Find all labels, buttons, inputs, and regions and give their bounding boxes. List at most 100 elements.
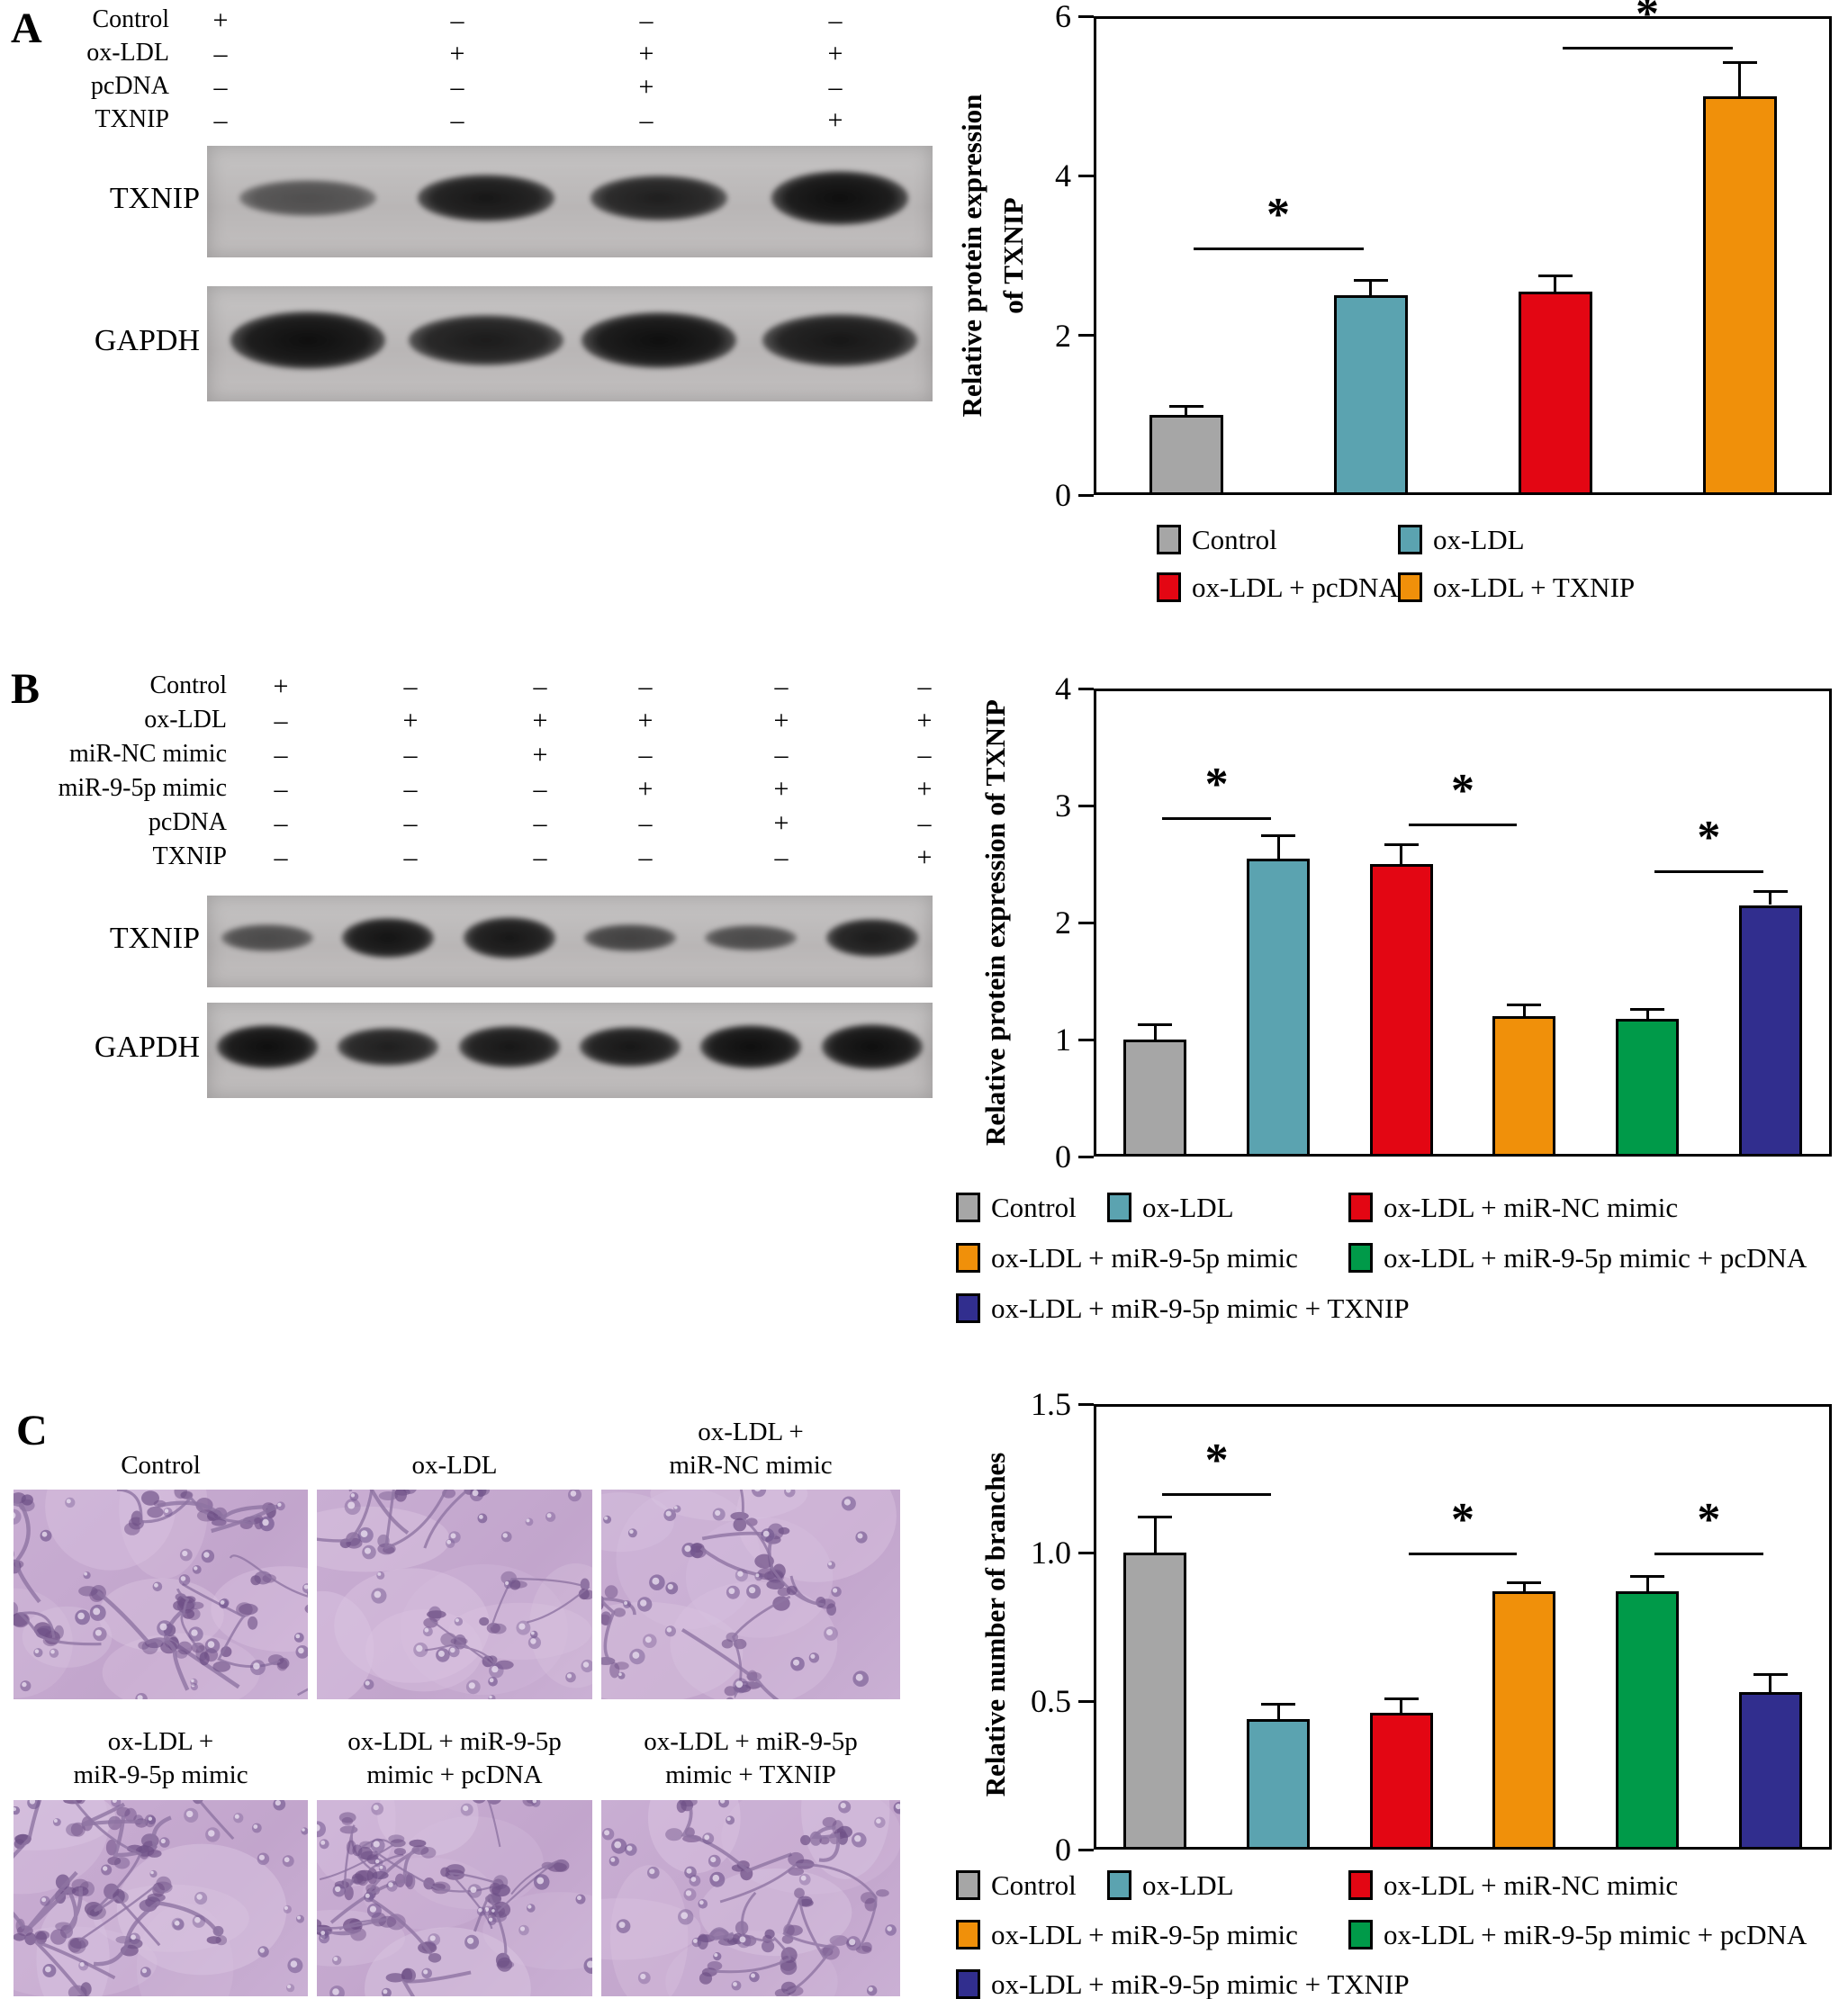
panel-b-matrix-sign: + (402, 706, 419, 735)
panel-a-matrix-sign: + (638, 39, 654, 68)
panel-c-error-bar-cap (1138, 1516, 1173, 1519)
legend-label: ox-LDL + TXNIP (1433, 572, 1636, 603)
panel-a-error-bar-cap (1537, 275, 1573, 278)
panel-b-significance-asterisk: * (1451, 764, 1474, 816)
panel-b-matrix-sign: – (638, 842, 653, 872)
panel-a-y-axis-label: Relative protein expression (956, 94, 987, 418)
panel-b-error-bar-cap (1507, 1004, 1542, 1006)
micrograph-label-0: Control (14, 1411, 308, 1483)
legend-swatch-icon (1398, 572, 1422, 602)
panel-b-significance-line (1408, 823, 1518, 826)
micrograph-cells (14, 1490, 308, 1699)
panel-a-matrix-sign: + (449, 39, 465, 68)
panel-b-matrix-sign: + (637, 774, 654, 804)
panel-a-blot-band (762, 314, 917, 366)
panel-c-significance-line (1408, 1553, 1518, 1555)
panel-a-legend-item: ox-LDL + pcDNA (1157, 572, 1399, 602)
panel-b-matrix-sign: + (273, 671, 289, 701)
panel-c-error-bar-cap (1507, 1581, 1542, 1584)
micrograph-cells (317, 1490, 592, 1699)
micrograph-label-line: ox-LDL + (698, 1417, 804, 1446)
micrograph-label-line: ox-LDL + miR-9-5p (347, 1726, 562, 1756)
micrograph-2 (601, 1490, 900, 1699)
panel-a-legend-item: ox-LDL + TXNIP (1398, 572, 1635, 602)
panel-c-y-tick (1078, 1848, 1094, 1851)
panel-c-legend-item: ox-LDL + miR-9-5p mimic (956, 1920, 1298, 1949)
panel-c-bar-3 (1492, 1590, 1556, 1850)
panel-b-legend-item: ox-LDL (1107, 1193, 1234, 1222)
panel-b-matrix-sign: + (773, 774, 789, 804)
panel-a-legend-item: Control (1157, 525, 1277, 554)
panel-c-legend-item: ox-LDL + miR-NC mimic (1348, 1870, 1678, 1900)
panel-b-matrix-sign: – (533, 842, 547, 872)
panel-b-significance-asterisk: * (1697, 811, 1721, 863)
panel-a-legend-item: ox-LDL (1398, 525, 1525, 554)
panel-a-y-tick-label: 6 (1055, 0, 1071, 34)
panel-a-matrix-sign: – (639, 105, 654, 135)
panel-b-matrix-sign: – (403, 740, 418, 770)
micrograph-5 (601, 1800, 900, 1996)
panel-a-matrix-sign: – (213, 105, 228, 135)
panel-b-blot-band (700, 1025, 801, 1068)
panel-a-significance-asterisk: * (1267, 189, 1290, 241)
legend-label: ox-LDL (1433, 524, 1525, 555)
panel-b-matrix-row-label: miR-9-5p mimic (58, 774, 227, 802)
micrograph-label-line: ox-LDL + miR-9-5p (644, 1726, 858, 1756)
panel-b-matrix-sign: – (774, 842, 789, 872)
panel-a-matrix-sign: – (639, 5, 654, 35)
panel-b-significance-line (1654, 869, 1763, 873)
panel-c-error-bar-stem (1522, 1582, 1526, 1591)
micrograph-cells (601, 1490, 897, 1699)
panel-b-matrix-sign: + (532, 740, 548, 770)
panel-c-bar-1 (1247, 1718, 1310, 1850)
legend-swatch-icon (1157, 572, 1181, 602)
legend-swatch-icon (1348, 1243, 1373, 1273)
panel-a-blot-band (409, 315, 563, 365)
panel-c-significance-asterisk: * (1204, 1435, 1229, 1486)
panel-b-y-tick-label: 2 (1055, 905, 1071, 941)
legend-label: ox-LDL + miR-9-5p mimic + pcDNA (1384, 1919, 1807, 1950)
panel-b-blot-band (459, 1026, 560, 1067)
panel-c-significance-line (1162, 1493, 1271, 1496)
micrograph-label-line: Control (121, 1451, 201, 1481)
legend-label: ox-LDL (1142, 1869, 1234, 1901)
panel-a-letter: A (11, 5, 42, 52)
legend-swatch-icon (956, 1193, 980, 1222)
panel-a-bar-2 (1518, 291, 1592, 495)
panel-b-blot-band (822, 1024, 923, 1069)
panel-b-bar-5 (1738, 905, 1802, 1157)
panel-a-error-bar-cap (1353, 278, 1388, 282)
panel-b-y-tick (1078, 921, 1094, 924)
panel-a-blot-band (771, 171, 908, 225)
legend-label: ox-LDL + miR-9-5p mimic + TXNIP (991, 1968, 1410, 1999)
panel-b-blot-band (221, 924, 313, 951)
panel-b-matrix-row-label: TXNIP (152, 842, 227, 870)
panel-a-bar-3 (1702, 95, 1777, 495)
panel-b-matrix-sign: – (274, 706, 288, 735)
micrograph-label-line: miR-NC mimic (669, 1451, 833, 1481)
micrograph-label-4: ox-LDL + miR-9-5p mimic + pcDNA (317, 1706, 592, 1793)
legend-swatch-icon (1107, 1193, 1131, 1222)
legend-swatch-icon (956, 1293, 980, 1323)
panel-b-bar-3 (1492, 1016, 1556, 1157)
panel-b-y-tick (1078, 804, 1094, 807)
micrograph-label-line: ox-LDL + (107, 1726, 214, 1756)
panel-b-blot-band (705, 925, 797, 950)
panel-b-error-bar-stem (1522, 1004, 1526, 1016)
legend-label: ox-LDL + miR-NC mimic (1384, 1869, 1679, 1901)
panel-b-y-tick-label: 0 (1055, 1139, 1071, 1175)
panel-a-matrix-sign: – (213, 39, 228, 68)
panel-b-y-tick-label: 1 (1055, 1022, 1071, 1058)
panel-a-y-axis-label: of TXNIP (997, 197, 1029, 314)
panel-a-error-bar-cap (1722, 61, 1757, 65)
panel-b-matrix-sign: – (403, 808, 418, 838)
panel-b-matrix-sign: – (403, 774, 418, 804)
panel-b-letter: B (11, 665, 41, 713)
legend-label: Control (991, 1869, 1077, 1901)
panel-c-y-tick-label: 1.0 (1031, 1535, 1071, 1571)
panel-b-matrix-row-label: Control (149, 671, 227, 699)
panel-b-legend-item: ox-LDL + miR-9-5p mimic + pcDNA (1348, 1243, 1807, 1273)
panel-b-matrix-sign: – (403, 671, 418, 701)
panel-b-significance-asterisk: * (1204, 759, 1229, 810)
